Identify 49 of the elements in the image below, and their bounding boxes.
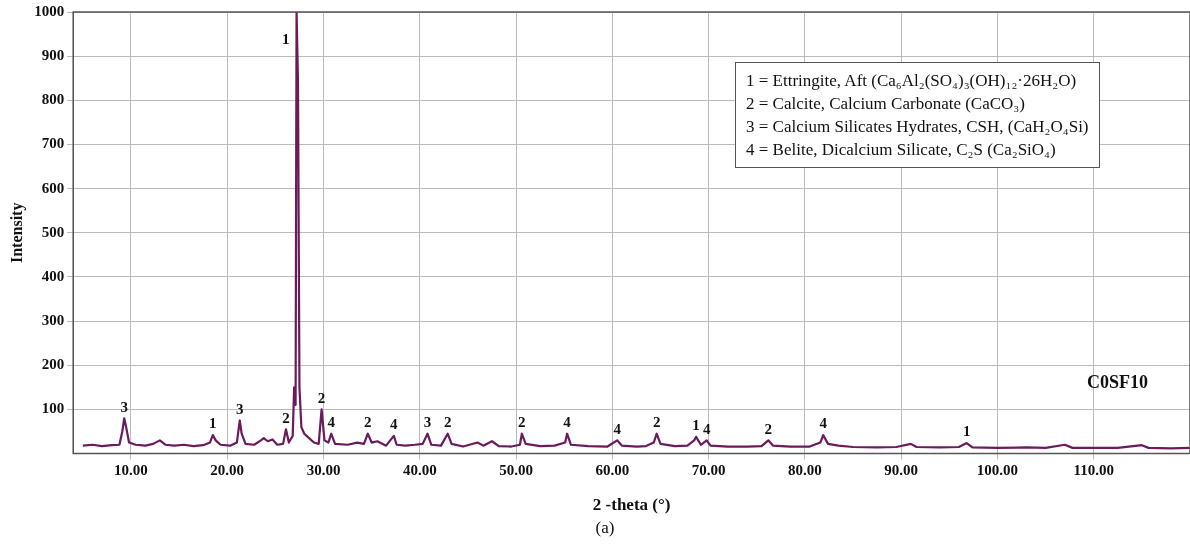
y-tick-label: 100 — [41, 400, 65, 417]
annotation: 2 — [443, 414, 452, 431]
y-tick-label: 500 — [41, 223, 65, 240]
annotation: 2 — [518, 414, 526, 431]
annotation: 4 — [327, 414, 336, 431]
x-tick-label: 40.00 — [402, 462, 437, 479]
x-tick-label: 90.00 — [884, 462, 919, 479]
annotation: 2 — [282, 409, 290, 426]
annotation: 4 — [702, 420, 711, 437]
annotation: 2 — [317, 389, 326, 406]
annotation: 2 — [764, 420, 773, 437]
y-tick-label: 600 — [41, 179, 65, 196]
y-tick-label: 200 — [41, 356, 65, 373]
x-tick-label: 20.00 — [210, 462, 245, 479]
annotation: 4 = Belite, Dicalcium Silicate, C₂S (Ca₂SiO₄) — [746, 139, 1057, 161]
annotation: 1 = Ettringite, Aft (Ca₆Al₂(SO₄)₃(OH)₁₂·26H₂O) — [746, 70, 1078, 92]
x-tick-label: 70.00 — [691, 462, 726, 479]
annotation: 1 — [692, 417, 700, 434]
annotation: 4 — [390, 416, 399, 433]
y-tick-label: 700 — [41, 135, 65, 152]
text: (a) — [595, 518, 615, 538]
annotation: 4 — [613, 420, 622, 437]
y-tick-label: 400 — [41, 267, 65, 284]
x-axis-title: 2 -theta (°) — [592, 495, 671, 515]
y-tick-label: 1000 — [34, 2, 65, 19]
annotation: 4 — [819, 415, 828, 432]
x-tick-label: 80.00 — [788, 462, 822, 479]
y-tick-label: 800 — [41, 91, 65, 108]
x-tick-label: 50.00 — [499, 462, 533, 479]
annotation: 3 — [120, 398, 128, 415]
x-tick-label: 10.00 — [114, 462, 148, 479]
annotation: 3 — [423, 414, 432, 431]
x-tick-label: 100.00 — [976, 462, 1019, 479]
annotation: 3 = Calcium Silicates Hydrates, CSH, (CaH₂O₄Si) — [746, 116, 1089, 138]
annotation: 1 — [282, 31, 290, 48]
annotation: 2 = Calcite, Calcium Carbonate (CaCO₃) — [746, 93, 1026, 115]
annotation: 2 — [652, 414, 661, 431]
annotation: 1 — [962, 423, 971, 440]
annotation: 4 — [563, 414, 572, 431]
y-tick-label: 900 — [41, 47, 65, 64]
y-tick-label: 300 — [41, 311, 65, 328]
annotation: 2 — [364, 414, 372, 431]
annotation: 1 — [209, 415, 217, 432]
y-axis-title: Intensity — [7, 202, 26, 264]
x-tick-label: 30.00 — [306, 462, 341, 479]
x-tick-label: 60.00 — [595, 462, 630, 479]
annotation: C0SF10 — [1086, 372, 1148, 393]
x-tick-label: 110.00 — [1073, 462, 1114, 479]
annotation: 3 — [236, 400, 244, 417]
